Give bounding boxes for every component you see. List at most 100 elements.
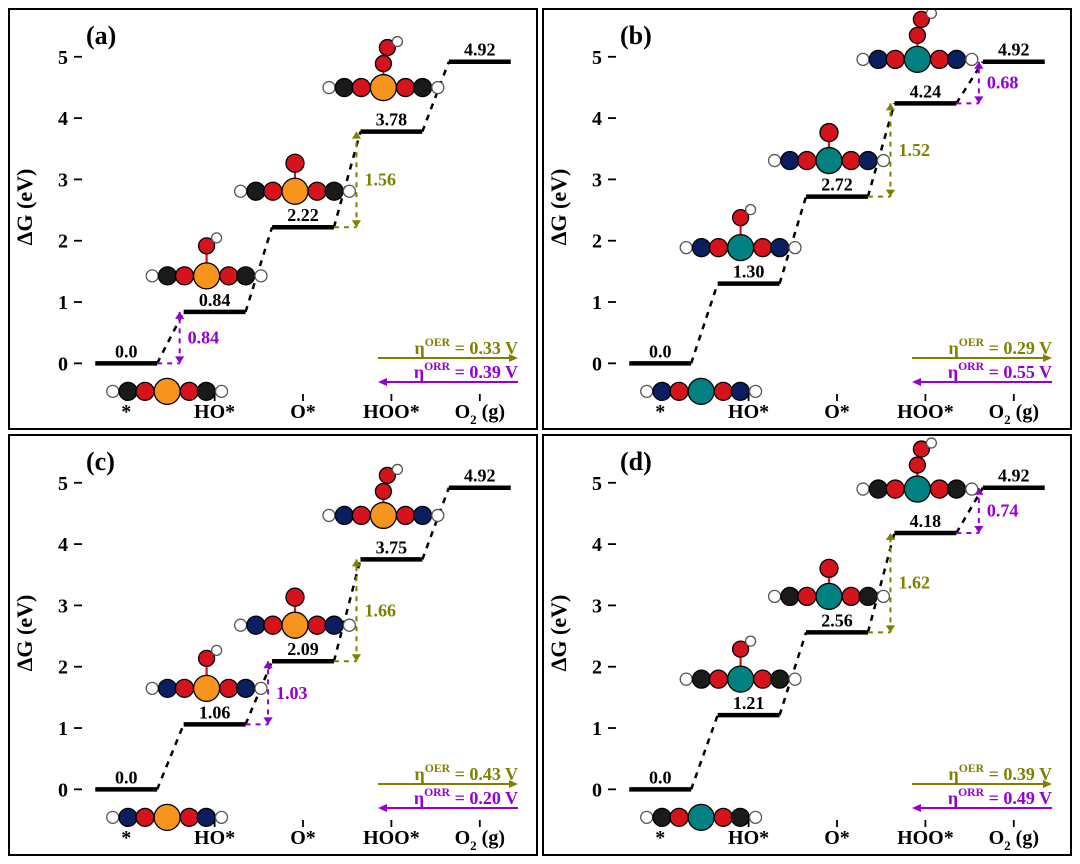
svg-text:4.92: 4.92	[998, 466, 1030, 486]
svg-text:0.0: 0.0	[649, 767, 672, 787]
svg-text:0: 0	[592, 353, 602, 375]
x-cat-label: O*	[824, 827, 850, 849]
svg-text:3.78: 3.78	[376, 110, 408, 130]
molecule-O	[769, 124, 890, 174]
svg-text:0.68: 0.68	[987, 73, 1019, 93]
svg-text:0: 0	[58, 779, 68, 801]
molecule-bare	[107, 804, 228, 830]
svg-text:1: 1	[592, 292, 602, 314]
svg-text:3: 3	[592, 169, 602, 191]
x-cat-label: *	[655, 827, 665, 849]
y-axis-label: ΔG (eV)	[12, 595, 37, 672]
molecule-bare	[641, 378, 762, 404]
y-axis-label: ΔG (eV)	[546, 595, 571, 672]
panel-d: 012345ΔG (eV)*HO*O*HOO*O2 (g)0.01.212.56…	[542, 434, 1072, 856]
svg-text:1.52: 1.52	[898, 140, 930, 160]
svg-text:ηORR = 0.20 V: ηORR = 0.20 V	[414, 786, 518, 808]
svg-text:ηOER = 0.39 V: ηOER = 0.39 V	[949, 762, 1053, 784]
molecule-HO	[146, 233, 267, 289]
svg-text:0: 0	[592, 779, 602, 801]
svg-text:3: 3	[592, 595, 602, 617]
svg-text:3: 3	[58, 169, 68, 191]
svg-text:3: 3	[58, 595, 68, 617]
x-cat-label: O2 (g)	[455, 827, 505, 853]
svg-text:1: 1	[58, 292, 68, 314]
x-cat-label: *	[121, 827, 131, 849]
svg-text:4: 4	[592, 534, 602, 556]
x-cat-label: HOO*	[897, 401, 954, 423]
svg-text:ηOER = 0.43 V: ηOER = 0.43 V	[415, 762, 519, 784]
svg-text:4.18: 4.18	[910, 511, 942, 531]
panel-letter: (a)	[86, 21, 116, 50]
svg-text:ηORR = 0.49 V: ηORR = 0.49 V	[948, 786, 1052, 808]
svg-text:2: 2	[592, 657, 602, 679]
x-cat-label: *	[121, 401, 131, 423]
svg-text:1.66: 1.66	[364, 600, 396, 620]
svg-text:0.84: 0.84	[188, 328, 220, 348]
x-cat-label: O2 (g)	[989, 401, 1039, 427]
svg-text:3.75: 3.75	[376, 537, 408, 557]
molecule-HO	[680, 205, 801, 261]
svg-text:ηORR = 0.39 V: ηORR = 0.39 V	[414, 360, 518, 382]
svg-text:4.24: 4.24	[910, 81, 942, 101]
x-cat-label: HO*	[728, 401, 769, 423]
svg-text:0.0: 0.0	[115, 341, 138, 361]
svg-text:5: 5	[592, 47, 602, 69]
panel-letter: (b)	[620, 21, 652, 50]
x-cat-label: O*	[290, 827, 316, 849]
x-cat-label: O2 (g)	[455, 401, 505, 427]
x-cat-label: HOO*	[363, 401, 420, 423]
svg-text:4: 4	[58, 534, 68, 556]
molecule-HO	[146, 645, 267, 701]
svg-text:0.74: 0.74	[987, 500, 1019, 520]
panel-letter: (c)	[86, 447, 115, 476]
x-cat-label: HO*	[194, 827, 235, 849]
svg-text:0.0: 0.0	[649, 341, 672, 361]
svg-text:4: 4	[58, 108, 68, 130]
svg-text:1.62: 1.62	[898, 573, 930, 593]
svg-text:1.56: 1.56	[364, 169, 396, 189]
svg-text:0.84: 0.84	[199, 290, 231, 310]
molecule-HOO	[323, 37, 444, 101]
svg-text:2.09: 2.09	[287, 639, 319, 659]
molecule-HO	[680, 636, 801, 692]
panel-c: 0 1 2 3 4 5 ΔG (eV) * HO* O* HOO* O2 (g) 0.0 1.06 2.09…	[8, 434, 538, 856]
x-cat-label: HOO*	[363, 827, 420, 849]
svg-text:2.22: 2.22	[287, 205, 319, 225]
x-cat-label: *	[655, 401, 665, 423]
molecule-O	[235, 154, 356, 204]
svg-text:ηOER = 0.33 V: ηOER = 0.33 V	[415, 336, 519, 358]
svg-text:1: 1	[58, 718, 68, 740]
svg-text:1: 1	[592, 718, 602, 740]
molecule-O	[235, 588, 356, 638]
molecule-O	[769, 559, 890, 609]
svg-text:5: 5	[592, 473, 602, 495]
svg-text:5: 5	[58, 47, 68, 69]
svg-text:4.92: 4.92	[464, 466, 496, 486]
svg-text:1.03: 1.03	[276, 683, 308, 703]
x-cat-label: O*	[290, 401, 316, 423]
svg-text:1.21: 1.21	[733, 693, 765, 713]
svg-text:0.0: 0.0	[115, 767, 138, 787]
y-axis-label: ΔG (eV)	[12, 169, 37, 246]
x-cat-label: HO*	[194, 401, 235, 423]
svg-text:2: 2	[592, 231, 602, 253]
svg-text:ηORR = 0.55 V: ηORR = 0.55 V	[948, 360, 1052, 382]
panel-letter: (d)	[620, 447, 652, 476]
svg-text:2.72: 2.72	[821, 175, 853, 195]
panel-a: 012345ΔG (eV)*HO*O*HOO*O2 (g)0.00.842.22…	[8, 8, 538, 430]
svg-text:4.92: 4.92	[464, 40, 496, 60]
svg-text:2: 2	[58, 231, 68, 253]
molecule-bare	[107, 378, 228, 404]
molecule-HOO	[323, 464, 444, 528]
svg-text:4: 4	[592, 108, 602, 130]
panel-b: 012345ΔG (eV)*HO*O*HOO*O2 (g)0.01.302.72…	[542, 8, 1072, 430]
molecule-HOO	[857, 438, 978, 502]
x-cat-label: HOO*	[897, 827, 954, 849]
molecule-HOO	[857, 10, 978, 72]
svg-text:5: 5	[58, 473, 68, 495]
svg-text:2: 2	[58, 657, 68, 679]
svg-text:1.06: 1.06	[199, 702, 231, 722]
svg-text:4.92: 4.92	[998, 40, 1030, 60]
svg-text:ηOER = 0.29 V: ηOER = 0.29 V	[949, 336, 1053, 358]
